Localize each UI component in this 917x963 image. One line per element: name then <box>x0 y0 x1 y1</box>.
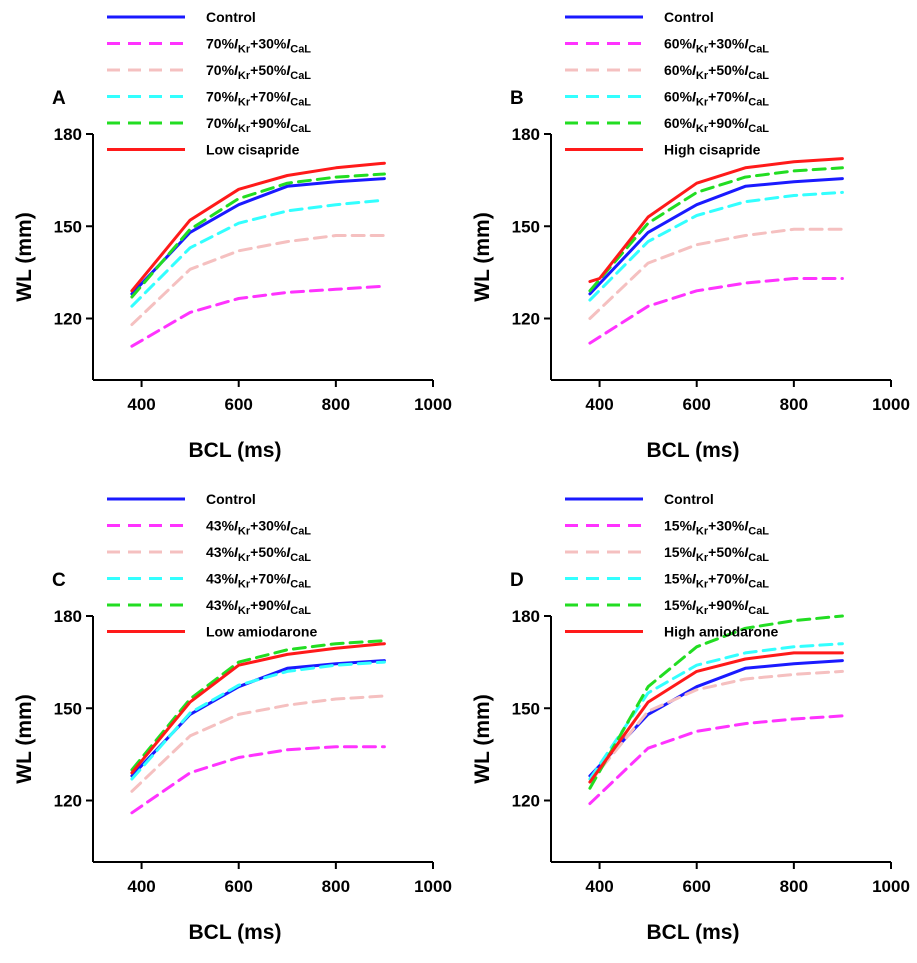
x-tick-label: 800 <box>322 877 350 896</box>
legend-label-2: 70%IKr+50%ICaL <box>206 62 311 82</box>
chart-panel-a: 120 150 180 400 600 800 1000 BCL (ms) WL (mm) A Co… <box>13 9 452 462</box>
y-tick-label: 120 <box>54 310 82 329</box>
series-line-3 <box>130 660 386 781</box>
series-line-4 <box>130 172 386 299</box>
legend-label-1: 15%IKr+30%ICaL <box>664 518 769 538</box>
x-tick-label: 600 <box>683 395 711 414</box>
y-axis-label: WL (mm) <box>13 694 36 783</box>
y-tick-label: 180 <box>54 125 82 144</box>
legend-label-3: 70%IKr+70%ICaL <box>206 89 311 109</box>
y-tick-label: 150 <box>512 217 540 236</box>
legend-label-4: 60%IKr+90%ICaL <box>664 115 769 135</box>
series-line-5 <box>588 651 844 784</box>
y-axis-label: WL (mm) <box>471 694 494 783</box>
x-tick-label: 1000 <box>414 877 452 896</box>
y-axis-label: WL (mm) <box>13 212 36 301</box>
legend-label-1: 60%IKr+30%ICaL <box>664 36 769 56</box>
legend-label-0: Control <box>206 491 256 507</box>
y-axis-label: WL (mm) <box>471 212 494 301</box>
legend: Control 15%IKr+30%ICaL 15%IKr+50%ICaL 15%IK… <box>565 491 779 640</box>
x-tick-label: 800 <box>322 395 350 414</box>
y-tick-label: 120 <box>512 792 540 811</box>
legend-label-0: Control <box>664 9 714 25</box>
x-tick-label: 1000 <box>414 395 452 414</box>
legend-label-2: 15%IKr+50%ICaL <box>664 544 769 564</box>
legend-label-1: 70%IKr+30%ICaL <box>206 36 311 56</box>
x-tick-label: 400 <box>127 877 155 896</box>
series-line-0 <box>130 659 386 778</box>
x-axis-label: BCL (ms) <box>647 921 740 944</box>
legend-label-5: Low cisapride <box>206 142 300 158</box>
legend-label-5: Low amiodarone <box>206 624 317 640</box>
x-axis-label: BCL (ms) <box>189 439 282 462</box>
series-line-2 <box>130 694 386 793</box>
panel-label: C <box>52 570 66 591</box>
series-line-3 <box>588 190 844 302</box>
y-tick-label: 120 <box>54 792 82 811</box>
series-line-4 <box>588 166 844 293</box>
x-axis-label: BCL (ms) <box>189 921 282 944</box>
legend: Control 60%IKr+30%ICaL 60%IKr+50%ICaL 60%IK… <box>565 9 769 158</box>
x-tick-label: 600 <box>225 877 253 896</box>
legend: Control 70%IKr+30%ICaL 70%IKr+50%ICaL 70%IK… <box>107 9 311 158</box>
series-line-1 <box>130 745 386 815</box>
series-line-4 <box>130 639 386 772</box>
series-line-0 <box>588 177 844 296</box>
legend-label-4: 70%IKr+90%ICaL <box>206 115 311 135</box>
series-line-1 <box>130 284 386 348</box>
series-line-5 <box>588 157 844 284</box>
legend-label-0: Control <box>206 9 256 25</box>
series-line-2 <box>130 234 386 327</box>
x-tick-label: 1000 <box>872 395 910 414</box>
legend-label-2: 43%IKr+50%ICaL <box>206 544 311 564</box>
chart-panel-b: 120 150 180 400 600 800 1000 BCL (ms) WL (mm) B Co… <box>471 9 910 462</box>
y-tick-label: 180 <box>54 607 82 626</box>
y-tick-label: 150 <box>54 699 82 718</box>
legend-label-3: 60%IKr+70%ICaL <box>664 89 769 109</box>
legend: Control 43%IKr+30%ICaL 43%IKr+50%ICaL 43%IK… <box>107 491 317 640</box>
series-line-5 <box>130 161 386 293</box>
chart-panel-d: 120 150 180 400 600 800 1000 BCL (ms) WL (mm) D Co… <box>471 491 910 944</box>
x-tick-label: 1000 <box>872 877 910 896</box>
y-tick-label: 120 <box>512 310 540 329</box>
legend-label-0: Control <box>664 491 714 507</box>
x-axis-label: BCL (ms) <box>647 439 740 462</box>
series-line-2 <box>588 669 844 784</box>
legend-label-5: High cisapride <box>664 142 761 158</box>
legend-label-5: High amiodarone <box>664 624 779 640</box>
panel-label: B <box>510 88 524 109</box>
y-tick-label: 180 <box>512 125 540 144</box>
series-line-3 <box>130 198 386 308</box>
legend-label-3: 15%IKr+70%ICaL <box>664 571 769 591</box>
chart-panel-c: 120 150 180 400 600 800 1000 BCL (ms) WL (mm) C Co… <box>13 491 452 944</box>
x-tick-label: 600 <box>683 877 711 896</box>
legend-label-1: 43%IKr+30%ICaL <box>206 518 311 538</box>
legend-label-4: 15%IKr+90%ICaL <box>664 597 769 617</box>
series-line-2 <box>588 227 844 320</box>
x-tick-label: 400 <box>585 395 613 414</box>
series-line-5 <box>130 642 386 775</box>
y-tick-label: 150 <box>54 217 82 236</box>
x-tick-label: 400 <box>585 877 613 896</box>
legend-label-3: 43%IKr+70%ICaL <box>206 571 311 591</box>
x-tick-label: 400 <box>127 395 155 414</box>
x-tick-label: 800 <box>780 877 808 896</box>
x-tick-label: 800 <box>780 395 808 414</box>
series-line-0 <box>130 177 386 296</box>
y-tick-label: 180 <box>512 607 540 626</box>
series-line-4 <box>588 614 844 790</box>
legend-label-2: 60%IKr+50%ICaL <box>664 62 769 82</box>
y-tick-label: 150 <box>512 699 540 718</box>
series-line-3 <box>588 642 844 781</box>
series-line-1 <box>588 714 844 806</box>
panel-label: A <box>52 88 66 109</box>
panel-label: D <box>510 570 524 591</box>
x-tick-label: 600 <box>225 395 253 414</box>
legend-label-4: 43%IKr+90%ICaL <box>206 597 311 617</box>
series-line-1 <box>588 277 844 345</box>
